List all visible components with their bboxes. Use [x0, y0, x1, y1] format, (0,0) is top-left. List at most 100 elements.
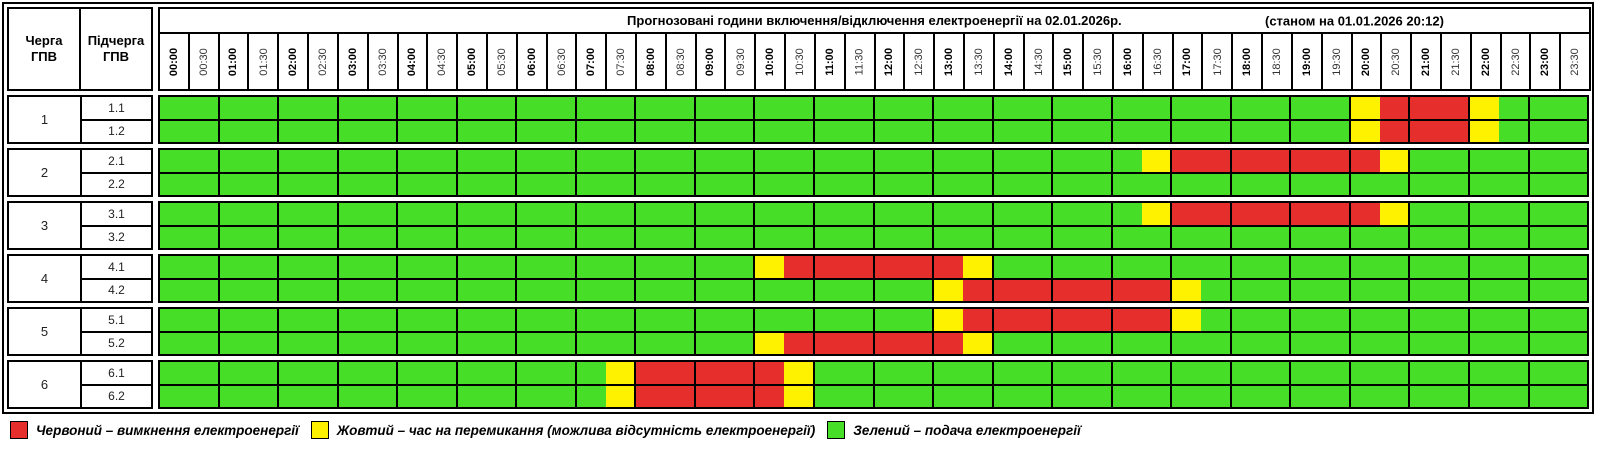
- slot-half: [605, 385, 635, 407]
- schedule-hour-cell: [1410, 120, 1471, 142]
- slot-half: [1172, 150, 1202, 172]
- schedule-hour-cell: [1112, 362, 1173, 384]
- slot-half: [517, 173, 547, 195]
- slot-half: [1439, 362, 1469, 384]
- slot-half: [219, 309, 249, 331]
- schedule-hour-cell: [1529, 203, 1588, 225]
- slot-half: [219, 332, 249, 354]
- schedule-hour-cell: [1350, 226, 1411, 248]
- slot-half: [665, 256, 694, 278]
- slot-half: [398, 203, 427, 225]
- schedule-hour-cell: [160, 256, 220, 278]
- slot-half: [1231, 203, 1261, 225]
- slot-half: [1320, 97, 1349, 119]
- time-col-00-00: 00:00: [160, 34, 190, 89]
- schedule-hour-cell: [1172, 226, 1232, 248]
- schedule-hour-cell: [160, 385, 220, 407]
- slot-half: [1439, 256, 1469, 278]
- slot-half: [605, 362, 635, 384]
- slot-half: [815, 256, 844, 278]
- schedule-hour-cell: [1112, 120, 1173, 142]
- schedule-hour-cell: [755, 309, 816, 331]
- schedule-hour-cell: [755, 97, 816, 119]
- schedule-hour-cell: [1231, 226, 1292, 248]
- slot-half: [546, 385, 575, 407]
- slot-half: [248, 256, 278, 278]
- slot-half: [160, 362, 189, 384]
- slot-half: [962, 279, 992, 301]
- slot-half: [1498, 385, 1528, 407]
- time-col-20-30: 20:30: [1382, 34, 1413, 89]
- time-label: 00:00: [167, 47, 180, 76]
- slot-half: [1112, 203, 1142, 225]
- slot-half: [784, 385, 813, 407]
- slot-half: [188, 332, 218, 354]
- slot-half: [279, 256, 308, 278]
- slot-half: [755, 97, 785, 119]
- schedule-hour-cell: [1410, 226, 1471, 248]
- slot-half: [457, 332, 487, 354]
- slot-half: [903, 173, 933, 195]
- schedule-hour-cell: [338, 150, 399, 172]
- slot-half: [160, 332, 189, 354]
- time-label: 17:30: [1211, 47, 1224, 76]
- slot-half: [426, 332, 456, 354]
- slot-half: [1350, 256, 1380, 278]
- subqueue-label: 4.1: [82, 256, 151, 280]
- slot-half: [695, 97, 725, 119]
- slot-half: [1053, 256, 1082, 278]
- schedule-hour-cell: [755, 150, 816, 172]
- schedule-hour-cell: [1470, 226, 1530, 248]
- schedule-row-1.1: [160, 97, 1588, 121]
- schedule-hour-cell: [1529, 279, 1588, 301]
- time-label: 13:00: [943, 47, 956, 76]
- slot-half: [724, 173, 754, 195]
- schedule-hour-cell: [1172, 332, 1232, 354]
- slot-half: [724, 332, 754, 354]
- slot-half: [1112, 226, 1142, 248]
- slot-half: [636, 256, 666, 278]
- slot-half: [636, 332, 666, 354]
- schedule-hour-cell: [1350, 256, 1411, 278]
- slot-half: [636, 362, 666, 384]
- schedule-hour-cell: [517, 120, 577, 142]
- slot-half: [1470, 97, 1499, 119]
- time-col-22-00: 22:00: [1471, 34, 1502, 89]
- schedule-hour-cell: [219, 309, 280, 331]
- slot-half: [636, 385, 666, 407]
- slot-half: [843, 279, 873, 301]
- schedule-hour-cell: [1231, 173, 1292, 195]
- slot-half: [1081, 256, 1111, 278]
- slot-half: [665, 279, 694, 301]
- schedule-hour-cell: [874, 332, 935, 354]
- schedule-hour-cell: [338, 362, 399, 384]
- time-label: 13:30: [972, 47, 985, 76]
- yellow-legend-swatch: [310, 421, 329, 439]
- slot-half: [993, 150, 1023, 172]
- time-header: Прогнозовані години включення/відключенн…: [158, 7, 1591, 91]
- slot-half: [576, 385, 606, 407]
- time-col-19-30: 19:30: [1322, 34, 1353, 89]
- slot-half: [1470, 226, 1499, 248]
- schedule-hour-cell: [695, 385, 756, 407]
- slot-half: [219, 173, 249, 195]
- slot-half: [1410, 173, 1440, 195]
- slot-half: [784, 97, 813, 119]
- slot-half: [784, 309, 813, 331]
- slot-half: [248, 362, 278, 384]
- schedule-hour-cell: [934, 120, 994, 142]
- schedule-hour-cell: [1231, 150, 1292, 172]
- slot-half: [1350, 226, 1380, 248]
- slot-half: [993, 256, 1023, 278]
- slot-half: [903, 385, 933, 407]
- slot-half: [398, 385, 427, 407]
- slot-half: [279, 385, 308, 407]
- schedule-hour-cell: [1231, 385, 1292, 407]
- schedule-grid-box: [158, 307, 1589, 356]
- schedule-hour-cell: [874, 97, 935, 119]
- slot-half: [755, 226, 785, 248]
- time-label: 01:30: [257, 47, 270, 76]
- schedule-hour-cell: [755, 279, 816, 301]
- schedule-hour-cell: [398, 97, 458, 119]
- schedule-hour-cell: [1172, 385, 1232, 407]
